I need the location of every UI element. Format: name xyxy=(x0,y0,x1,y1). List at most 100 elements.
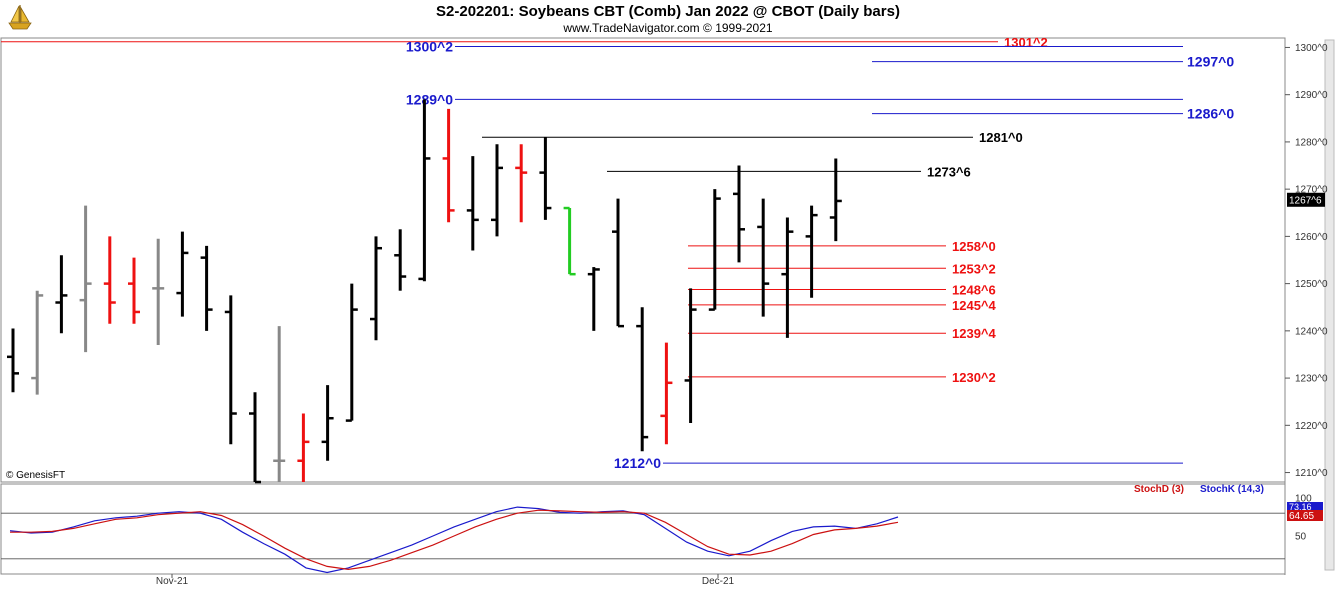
price-level: 1230^2 xyxy=(688,370,996,385)
level-label: 1258^0 xyxy=(952,239,996,254)
current-price-badge xyxy=(1287,192,1325,207)
price-bar xyxy=(757,198,770,317)
price-level: 1245^4 xyxy=(688,298,997,313)
price-level: 1301^2 xyxy=(1,35,1048,50)
price-bar xyxy=(660,342,673,445)
price-tick-label: 1290^0 xyxy=(1295,90,1328,101)
price-tick-label: 1260^0 xyxy=(1295,232,1328,243)
stoch-k-line xyxy=(9,506,899,574)
price-bar xyxy=(321,385,334,461)
price-bar xyxy=(7,328,19,393)
price-bar xyxy=(31,290,44,395)
level-label: 1300^2 xyxy=(406,39,453,55)
watermark: © GenesisFT xyxy=(6,470,65,481)
price-tick-label: 1270^0 xyxy=(1295,185,1328,196)
price-level: 1300^2 xyxy=(406,39,1183,55)
price-bar xyxy=(539,137,552,220)
stoch-k-legend: StochK (14,3) xyxy=(1200,484,1264,495)
stoch-tick-label: 100 xyxy=(1295,494,1312,505)
price-bar xyxy=(273,326,286,482)
stoch-k-value: 73.16 xyxy=(1289,502,1312,512)
price-bar xyxy=(563,206,576,276)
level-label: 1297^0 xyxy=(1187,54,1234,70)
level-label: 1289^0 xyxy=(406,91,453,107)
time-tick-label: Dec-21 xyxy=(702,576,735,587)
level-label: 1230^2 xyxy=(952,370,996,385)
level-label: 1212^0 xyxy=(614,455,661,471)
ohlc-bars xyxy=(7,99,842,484)
price-tick-label: 1230^0 xyxy=(1295,374,1328,385)
price-level: 1286^0 xyxy=(872,106,1234,122)
price-bar xyxy=(708,189,721,311)
price-bar xyxy=(394,229,407,291)
price-bar xyxy=(103,236,116,324)
price-bar xyxy=(249,392,261,484)
stoch-panel-frame xyxy=(0,483,1286,575)
price-level: 1253^2 xyxy=(688,261,996,276)
price-tick-label: 1240^0 xyxy=(1295,326,1328,337)
scrollbar-track xyxy=(1324,39,1335,571)
price-bar xyxy=(200,245,213,331)
price-bar xyxy=(176,231,189,317)
level-label: 1245^4 xyxy=(952,298,997,313)
price-bar xyxy=(55,255,68,334)
price-bar xyxy=(152,238,165,346)
ship-logo-icon xyxy=(8,5,32,30)
price-level: 1212^0 xyxy=(614,455,1183,471)
price-tick-label: 1280^0 xyxy=(1295,137,1328,148)
price-bar xyxy=(587,267,600,331)
price-bar xyxy=(370,236,382,341)
price-bar xyxy=(515,144,528,223)
price-level: 1273^6 xyxy=(607,164,971,179)
level-label: 1281^0 xyxy=(979,130,1023,145)
price-tick-label: 1300^0 xyxy=(1295,43,1328,54)
stoch-d-legend: StochD (3) xyxy=(1134,484,1184,495)
price-bar xyxy=(612,198,624,328)
level-label: 1301^2 xyxy=(1004,35,1048,50)
price-bar xyxy=(297,413,310,482)
level-label: 1253^2 xyxy=(952,261,996,276)
price-bar xyxy=(442,108,455,223)
chart-frame xyxy=(0,37,1335,575)
price-bar xyxy=(636,307,649,452)
current-price-label: 1267^6 xyxy=(1289,195,1322,206)
level-label: 1239^4 xyxy=(952,326,997,341)
chart-title: S2-202201: Soybeans CBT (Comb) Jan 2022 … xyxy=(436,3,900,20)
price-level: 1258^0 xyxy=(688,239,996,254)
price-tick-label: 1220^0 xyxy=(1295,421,1328,432)
price-bar xyxy=(345,283,358,422)
price-bar xyxy=(491,144,503,237)
stoch-d-value: 64.65 xyxy=(1289,511,1314,522)
time-tick-label: Nov-21 xyxy=(156,576,189,587)
price-bar xyxy=(418,99,431,282)
price-level: 1297^0 xyxy=(872,54,1234,70)
price-level: 1239^4 xyxy=(688,326,997,341)
chart-header: S2-202201: Soybeans CBT (Comb) Jan 2022 … xyxy=(0,0,1336,38)
price-tick-label: 1250^0 xyxy=(1295,279,1328,290)
price-bar xyxy=(79,205,92,353)
price-level: 1281^0 xyxy=(482,130,1023,145)
stoch-tick-label: 50 xyxy=(1295,532,1307,543)
price-bar xyxy=(805,205,818,298)
stoch-d-value-badge xyxy=(1287,510,1323,521)
level-label: 1273^6 xyxy=(927,164,971,179)
price-tick-label: 1210^0 xyxy=(1295,468,1328,479)
chart-subtitle: www.TradeNavigator.com © 1999-2021 xyxy=(563,21,773,35)
price-bar xyxy=(466,156,479,251)
price-bar xyxy=(224,295,237,445)
price-axis: 1210^0 1220^0 1230^0 1240^0 1250^0 1260^0 1270… xyxy=(1285,43,1328,479)
price-bar xyxy=(128,257,140,324)
price-level: 1248^6 xyxy=(688,283,996,298)
time-axis: Nov-21 Dec-21 xyxy=(156,574,735,587)
price-bar xyxy=(829,158,842,242)
level-label: 1248^6 xyxy=(952,283,996,298)
price-level: 1289^0 xyxy=(406,91,1183,107)
stoch-k-value-badge xyxy=(1287,502,1323,511)
stoch-d-line xyxy=(10,509,899,571)
price-bar xyxy=(733,165,745,263)
level-label: 1286^0 xyxy=(1187,106,1234,122)
price-bar xyxy=(684,288,697,423)
price-levels: 1301^2 1300^2 1297^0 1289^0 1286^0 1281^0 1273… xyxy=(1,35,1234,471)
